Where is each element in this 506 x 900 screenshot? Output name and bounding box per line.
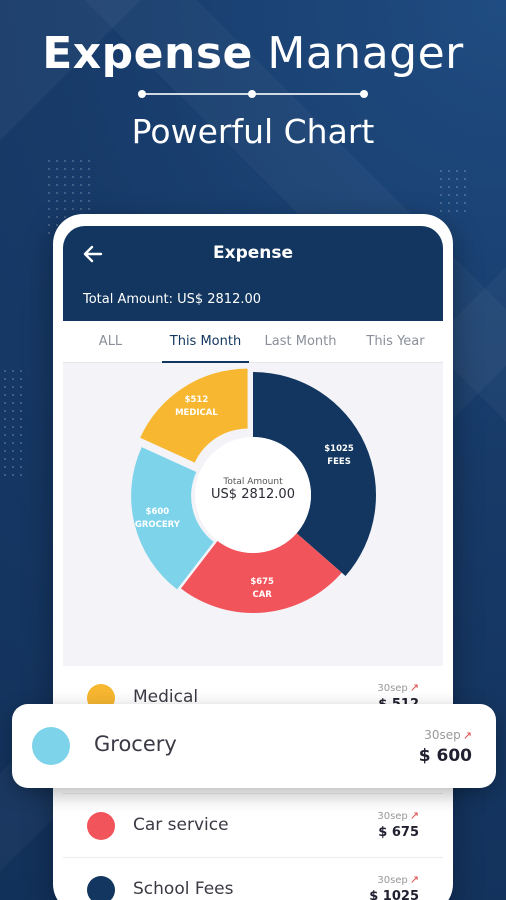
tab-all[interactable]: ALL [98, 334, 123, 349]
slice-label-grocery: $600 GROCERY [134, 506, 180, 530]
tab-last-month[interactable]: Last Month [264, 334, 337, 349]
trend-up-icon: ↗ [409, 681, 419, 694]
expense-date: 30sep↗ [377, 681, 419, 694]
slice-grocery [131, 447, 214, 590]
center-title: Total Amount [223, 477, 283, 487]
slice-label-car: $675 CAR [250, 577, 274, 601]
highlight-label: Grocery [94, 732, 177, 756]
hero-title-bold: Expense [42, 28, 253, 79]
expense-amount: $ 1025 [369, 889, 419, 900]
expense-row[interactable]: School Fees 30sep ↗ $ 1025 [63, 858, 443, 900]
page-title: Expense [212, 243, 294, 263]
expense-date: 30sep↗ [377, 873, 419, 886]
highlighted-expense-card[interactable]: Grocery 30sep ↗ $ 600 [12, 704, 496, 788]
app-bar: Expense Total Amount: US$ 2812.00 [63, 226, 443, 321]
phone-frame: Expense Total Amount: US$ 2812.00 ALL Th… [53, 214, 453, 900]
trend-up-icon: ↗ [409, 809, 419, 822]
expense-row[interactable]: Car service 30sep ↗ $ 675 [63, 794, 443, 858]
expense-label: School Fees [133, 879, 234, 899]
hero-divider [138, 90, 368, 98]
donut-chart: Total Amount US$ 2812.00 $1025 FEES $675 CA… [63, 363, 443, 663]
slice-medical [140, 368, 248, 463]
hero-title-light: Manager [267, 28, 464, 79]
slice-label-fees: $1025 FEES [324, 443, 354, 467]
highlight-amount: $ 600 [418, 746, 472, 766]
tab-this-year[interactable]: This Year [366, 334, 425, 349]
trend-up-icon: ↗ [462, 729, 472, 742]
slice-car [180, 533, 342, 613]
expense-label: Medical [133, 687, 199, 707]
period-tabs: ALL This Month Last Month This Year [63, 321, 443, 363]
highlight-date: 30sep ↗ [424, 728, 472, 742]
back-arrow-icon[interactable] [81, 242, 105, 266]
slice-label-medical: $512 MEDICAL [175, 395, 218, 419]
donut-chart-svg [131, 368, 376, 613]
slice-fees [253, 372, 376, 577]
app-screen: Expense Total Amount: US$ 2812.00 ALL Th… [63, 226, 443, 900]
total-amount-text: Total Amount: US$ 2812.00 [83, 292, 262, 307]
expense-label: Car service [133, 815, 229, 835]
category-color-dot [87, 812, 115, 840]
donut-hole [195, 437, 311, 553]
center-value: US$ 2812.00 [211, 487, 295, 502]
category-color-dot [32, 727, 70, 765]
category-color-dot [87, 876, 115, 900]
expense-date: 30sep↗ [377, 809, 419, 822]
chart-center-label: Total Amount US$ 2812.00 [198, 477, 308, 502]
expense-amount: $ 675 [378, 825, 419, 840]
hero-subtitle: Powerful Chart [131, 112, 375, 151]
tab-this-month[interactable]: This Month [158, 321, 253, 363]
hero-title: Expense Manager [0, 28, 506, 79]
trend-up-icon: ↗ [409, 873, 419, 886]
